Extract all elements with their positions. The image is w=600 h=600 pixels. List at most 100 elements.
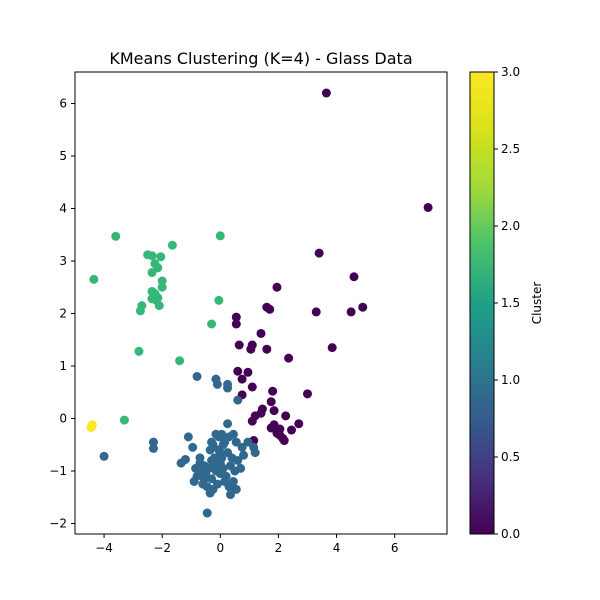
- scatter-point-cluster-0: [281, 411, 290, 420]
- y-tick-label: 1: [59, 359, 67, 373]
- scatter-point-cluster-0: [287, 426, 296, 435]
- scatter-point-cluster-0: [257, 329, 266, 338]
- scatter-point-cluster-0: [294, 419, 303, 428]
- colorbar-tick-label: 0.0: [501, 527, 520, 541]
- colorbar-tick-label: 0.5: [501, 450, 520, 464]
- scatter-point-cluster-0: [235, 341, 244, 350]
- colorbar-tick-label: 1.5: [501, 296, 520, 310]
- scatter-point-cluster-0: [265, 305, 274, 314]
- scatter-point-cluster-0: [246, 345, 255, 354]
- scatter-point-cluster-0: [270, 406, 279, 415]
- scatter-point-cluster-2: [156, 252, 165, 261]
- scatter-point-cluster-0: [272, 283, 281, 292]
- scatter-point-cluster-0: [315, 249, 324, 258]
- scatter-point-cluster-1: [100, 452, 109, 461]
- scatter-point-cluster-2: [89, 275, 98, 284]
- scatter-point-cluster-1: [219, 440, 228, 449]
- x-tick-label: 0: [216, 541, 224, 555]
- scatter-point-cluster-0: [328, 343, 337, 352]
- scatter-point-cluster-0: [350, 272, 359, 281]
- scatter-point-cluster-1: [210, 461, 219, 470]
- colorbar-tick-label: 2.0: [501, 219, 520, 233]
- scatter-point-cluster-1: [227, 453, 236, 462]
- scatter-point-cluster-1: [188, 443, 197, 452]
- scatter-point-cluster-1: [233, 396, 242, 405]
- x-tick-label: 6: [391, 541, 399, 555]
- scatter-point-cluster-2: [216, 231, 225, 240]
- plot-frame: [75, 72, 447, 534]
- x-tick-label: −4: [95, 541, 113, 555]
- x-tick-label: 4: [333, 541, 341, 555]
- scatter-point-cluster-0: [262, 345, 271, 354]
- y-tick-label: 0: [59, 412, 67, 426]
- scatter-point-cluster-0: [303, 389, 312, 398]
- colorbar-gradient: [470, 72, 494, 534]
- colorbar-tick-label: 3.0: [501, 65, 520, 79]
- scatter-point-cluster-2: [207, 320, 216, 329]
- scatter-point-cluster-1: [207, 438, 216, 447]
- y-tick-label: 3: [59, 254, 67, 268]
- y-tick-label: −2: [49, 517, 67, 531]
- scatter-point-cluster-1: [229, 477, 238, 486]
- scatter-point-cluster-0: [267, 397, 276, 406]
- x-axis: −4 −2 0 2 4 6: [95, 534, 398, 555]
- scatter-point-cluster-1: [213, 480, 222, 489]
- scatter-point-cluster-1: [193, 372, 202, 381]
- scatter-point-cluster-0: [424, 203, 433, 212]
- scatter-point-cluster-1: [251, 448, 260, 457]
- scatter-point-cluster-1: [217, 453, 226, 462]
- scatter-point-cluster-0: [358, 303, 367, 312]
- scatter-point-cluster-0: [248, 383, 257, 392]
- scatter-point-cluster-1: [191, 464, 200, 473]
- colorbar-tick-label: 2.5: [501, 142, 520, 156]
- scatter-point-cluster-1: [223, 384, 232, 393]
- x-tick-label: −2: [153, 541, 171, 555]
- scatter-point-cluster-1: [229, 430, 238, 439]
- scatter-point-cluster-2: [134, 347, 143, 356]
- colorbar-ticks: 0.0 0.5 1.0 1.5 2.0 2.5 3.0: [494, 65, 520, 541]
- colorbar-tick-label: 1.0: [501, 373, 520, 387]
- points-layer: [86, 89, 432, 518]
- scatter-point-cluster-2: [214, 296, 223, 305]
- scatter-point-cluster-0: [268, 387, 277, 396]
- scatter-point-cluster-1: [177, 459, 186, 468]
- scatter-point-cluster-1: [149, 444, 158, 453]
- scatter-point-cluster-0: [347, 307, 356, 316]
- scatter-point-cluster-2: [155, 301, 164, 310]
- colorbar-label: Cluster: [530, 282, 544, 325]
- scatter-point-cluster-2: [158, 283, 167, 292]
- x-tick-label: 2: [275, 541, 283, 555]
- y-tick-label: 2: [59, 307, 67, 321]
- y-tick-label: 5: [59, 149, 67, 163]
- scatter-point-cluster-1: [184, 432, 193, 441]
- scatter-point-cluster-2: [175, 356, 184, 365]
- scatter-point-cluster-1: [200, 474, 209, 483]
- y-axis: −2 −1 0 1 2 3 4 5 6: [49, 97, 75, 531]
- scatter-point-cluster-0: [233, 367, 242, 376]
- scatter-point-cluster-1: [216, 469, 225, 478]
- scatter-point-cluster-2: [120, 416, 129, 425]
- scatter-point-cluster-0: [280, 436, 289, 445]
- y-tick-label: −1: [49, 464, 67, 478]
- scatter-point-cluster-1: [203, 509, 212, 518]
- plot-area: −4 −2 0 2 4 6 −2 −1 0 1 2 3 4 5 6: [49, 72, 447, 555]
- scatter-point-cluster-1: [211, 430, 220, 439]
- scatter-point-cluster-1: [226, 490, 235, 499]
- scatter-point-cluster-3: [87, 422, 96, 431]
- scatter-point-cluster-2: [111, 232, 120, 241]
- scatter-point-cluster-0: [232, 320, 241, 329]
- scatter-point-cluster-1: [223, 419, 232, 428]
- scatter-point-cluster-2: [136, 306, 145, 315]
- scatter-point-cluster-2: [148, 268, 157, 277]
- scatter-point-cluster-0: [322, 89, 331, 98]
- scatter-point-cluster-0: [238, 375, 247, 384]
- scatter-point-cluster-0: [312, 307, 321, 316]
- scatter-point-cluster-1: [190, 477, 199, 486]
- scatter-point-cluster-0: [248, 417, 257, 426]
- scatter-point-cluster-0: [284, 354, 293, 363]
- scatter-point-cluster-1: [213, 380, 222, 389]
- chart-title: KMeans Clustering (K=4) - Glass Data: [109, 49, 412, 68]
- y-tick-label: 4: [59, 202, 67, 216]
- y-tick-label: 6: [59, 97, 67, 111]
